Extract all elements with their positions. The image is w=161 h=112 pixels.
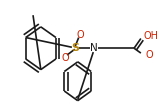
Text: S: S [71, 43, 79, 53]
Text: O: O [61, 53, 69, 63]
Text: N: N [90, 43, 98, 53]
Text: OH: OH [144, 31, 159, 41]
Text: O: O [77, 30, 85, 40]
Text: O: O [146, 50, 153, 60]
